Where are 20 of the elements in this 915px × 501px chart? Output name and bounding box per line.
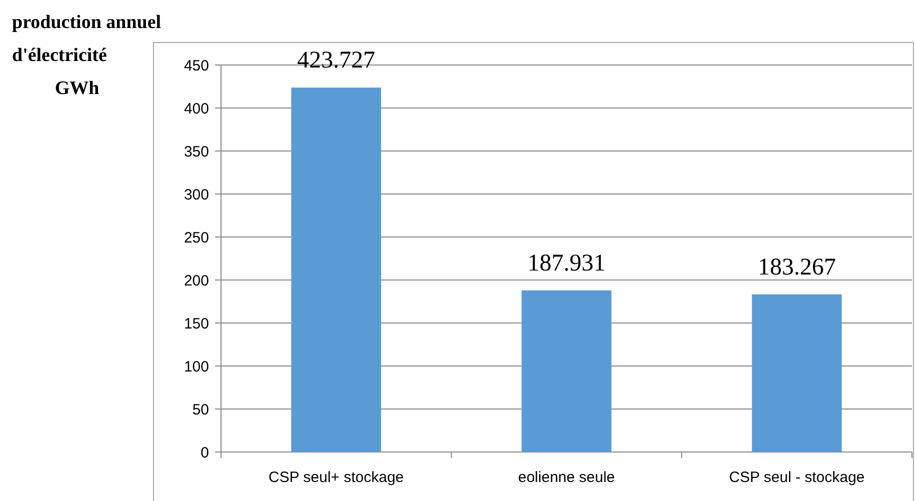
y-tick-label: 50 [192,401,209,418]
y-tick-label: 100 [184,358,209,376]
data-label: 183.267 [758,254,836,280]
y-axis-title: production annuel d'électricité GWh [12,12,162,99]
y-tick-label: 300 [184,186,209,204]
x-tick-label: CSP seul - stockage [729,469,865,486]
data-label: 187.931 [528,250,606,276]
y-tick-label: 250 [184,229,209,246]
bar [752,294,842,452]
x-tick-label: eolienne seule [518,469,615,486]
y-tick-label: 400 [184,100,209,118]
y-tick-label: 450 [184,57,209,74]
y-tick-label: 150 [184,315,209,332]
y-tick-label: 350 [184,143,209,160]
bar [522,290,612,452]
bar [291,88,382,452]
y-tick-label: 0 [200,444,209,462]
y-tick-label: 200 [184,272,209,290]
data-label: 423.727 [297,48,376,74]
x-tick-label: CSP seul+ stockage [268,469,404,486]
